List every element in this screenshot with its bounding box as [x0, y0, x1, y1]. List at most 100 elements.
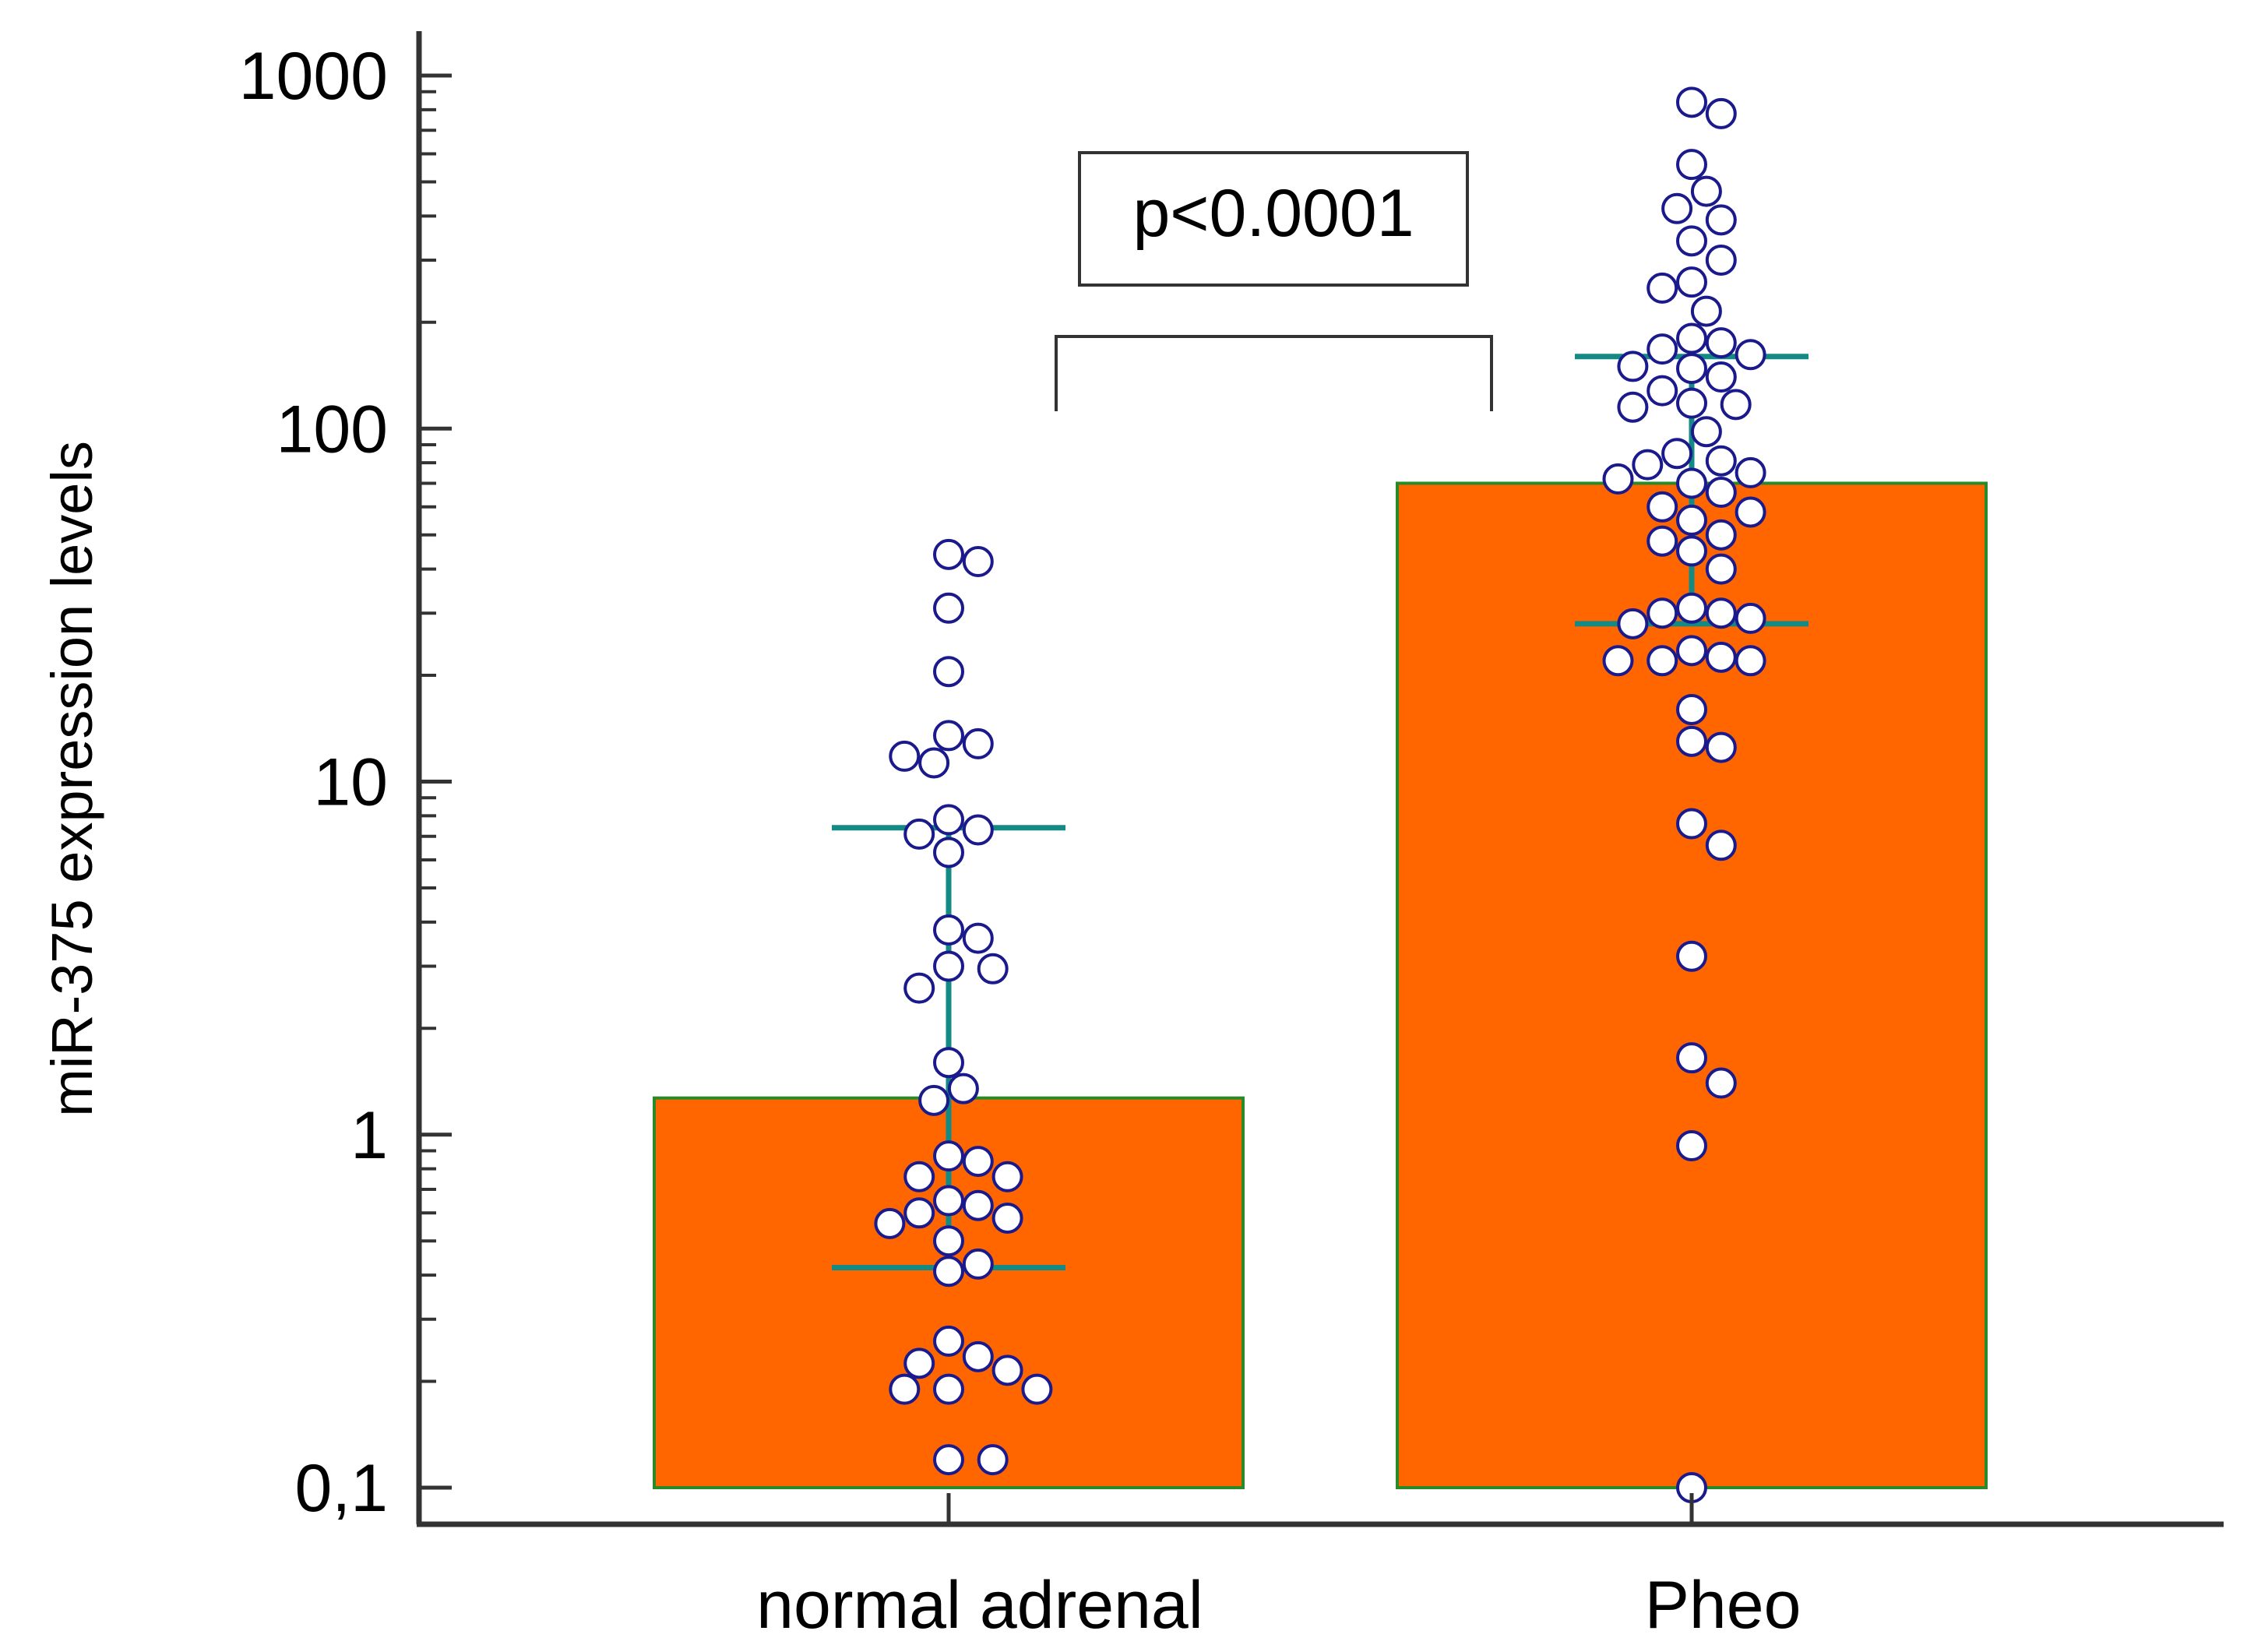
- data-point-normal-adrenal: [933, 804, 964, 836]
- data-point-normal-adrenal: [933, 837, 964, 868]
- data-point-pheo: [1676, 387, 1707, 419]
- data-point-normal-adrenal: [962, 727, 994, 759]
- data-point-pheo: [1676, 725, 1707, 757]
- data-point-normal-adrenal: [889, 1373, 921, 1405]
- bar-pheo: [1396, 481, 1988, 1489]
- data-point-pheo: [1617, 608, 1649, 639]
- data-point-normal-adrenal: [991, 1202, 1023, 1234]
- data-point-pheo: [1735, 339, 1766, 371]
- data-point-normal-adrenal: [933, 1140, 964, 1172]
- data-point-pheo: [1647, 491, 1678, 523]
- data-point-pheo: [1676, 467, 1707, 499]
- data-point-pheo: [1690, 175, 1722, 207]
- data-point-normal-adrenal: [903, 1197, 935, 1229]
- data-point-pheo: [1647, 333, 1678, 365]
- data-point-pheo: [1735, 602, 1766, 634]
- data-point-normal-adrenal: [918, 1084, 950, 1116]
- y-tick-label: 1: [350, 1098, 388, 1173]
- p-value-text: p<0.0001: [1132, 176, 1414, 251]
- data-point-pheo: [1705, 244, 1737, 276]
- x-ticks-layer: normal adrenal Pheo: [756, 1493, 1801, 1643]
- y-tick-label: 10: [313, 745, 388, 820]
- data-point-pheo: [1705, 204, 1737, 236]
- data-point-pheo: [1705, 361, 1737, 393]
- y-tick-label: 1000: [239, 39, 388, 114]
- data-point-pheo: [1647, 645, 1678, 677]
- data-point-pheo: [1602, 463, 1634, 495]
- data-point-pheo: [1647, 375, 1678, 407]
- data-point-pheo: [1705, 519, 1737, 551]
- data-point-pheo: [1647, 272, 1678, 304]
- data-point-pheo: [1705, 477, 1737, 509]
- data-point-normal-adrenal: [933, 592, 964, 624]
- data-point-pheo: [1705, 553, 1737, 585]
- data-point-pheo: [1617, 350, 1649, 382]
- data-point-pheo: [1632, 449, 1664, 481]
- data-point-normal-adrenal: [933, 1225, 964, 1257]
- data-point-pheo: [1676, 225, 1707, 257]
- data-point-normal-adrenal: [962, 1340, 994, 1372]
- data-point-normal-adrenal: [903, 818, 935, 850]
- data-point-pheo: [1690, 295, 1722, 327]
- data-point-normal-adrenal: [962, 1189, 994, 1221]
- data-point-normal-adrenal: [903, 1347, 935, 1379]
- data-point-normal-adrenal: [933, 538, 964, 570]
- x-category-label: Pheo: [1645, 1568, 1801, 1643]
- data-point-normal-adrenal: [918, 747, 950, 779]
- data-point-normal-adrenal: [889, 740, 921, 772]
- data-point-pheo: [1705, 97, 1737, 129]
- y-axis-title: miR-375 expression levels: [40, 441, 104, 1117]
- data-point-pheo: [1720, 389, 1752, 421]
- data-point-pheo: [1705, 830, 1737, 861]
- data-point-pheo: [1617, 391, 1649, 423]
- data-point-pheo: [1676, 266, 1707, 298]
- data-point-pheo: [1676, 535, 1707, 567]
- data-point-pheo: [1735, 456, 1766, 488]
- data-point-pheo: [1676, 322, 1707, 354]
- y-tick-label: 0,1: [294, 1451, 388, 1526]
- data-point-pheo: [1676, 86, 1707, 118]
- data-point-pheo: [1676, 635, 1707, 667]
- data-point-pheo: [1661, 192, 1693, 224]
- y-tick-label: 100: [276, 392, 389, 467]
- data-point-pheo: [1676, 808, 1707, 840]
- data-point-normal-adrenal: [962, 546, 994, 578]
- data-point-normal-adrenal: [947, 1073, 979, 1104]
- data-point-normal-adrenal: [962, 1146, 994, 1178]
- data-point-pheo: [1690, 416, 1722, 448]
- data-point-normal-adrenal: [962, 814, 994, 846]
- data-point-pheo: [1676, 149, 1707, 181]
- data-point-normal-adrenal: [933, 1444, 964, 1476]
- data-point-pheo: [1676, 504, 1707, 536]
- data-point-pheo: [1676, 1042, 1707, 1074]
- data-point-pheo: [1676, 353, 1707, 385]
- y-ticks-layer: 1000 100 10 1 0,1: [239, 39, 452, 1526]
- data-point-pheo: [1602, 645, 1634, 677]
- data-point-normal-adrenal: [962, 922, 994, 954]
- data-point-pheo: [1676, 1130, 1707, 1162]
- data-point-pheo: [1735, 645, 1766, 677]
- significance-bracket: [1055, 335, 1493, 411]
- data-point-pheo: [1647, 525, 1678, 557]
- data-point-normal-adrenal: [933, 1185, 964, 1217]
- x-category-label: normal adrenal: [756, 1568, 1203, 1643]
- data-point-normal-adrenal: [1021, 1373, 1053, 1405]
- data-point-pheo: [1676, 940, 1707, 972]
- data-point-pheo: [1676, 592, 1707, 624]
- data-point-pheo: [1676, 693, 1707, 725]
- data-point-normal-adrenal: [903, 972, 935, 1004]
- data-point-normal-adrenal: [933, 720, 964, 752]
- data-point-pheo: [1735, 496, 1766, 528]
- data-point-normal-adrenal: [962, 1248, 994, 1280]
- data-point-normal-adrenal: [933, 1047, 964, 1079]
- data-point-normal-adrenal: [933, 914, 964, 946]
- data-point-normal-adrenal: [977, 953, 1009, 985]
- data-point-normal-adrenal: [933, 1373, 964, 1405]
- data-point-pheo: [1705, 445, 1737, 477]
- data-point-normal-adrenal: [991, 1161, 1023, 1192]
- data-point-normal-adrenal: [977, 1444, 1009, 1476]
- data-point-normal-adrenal: [933, 1256, 964, 1287]
- data-point-normal-adrenal: [933, 1325, 964, 1357]
- bars-layer: [653, 481, 1988, 1489]
